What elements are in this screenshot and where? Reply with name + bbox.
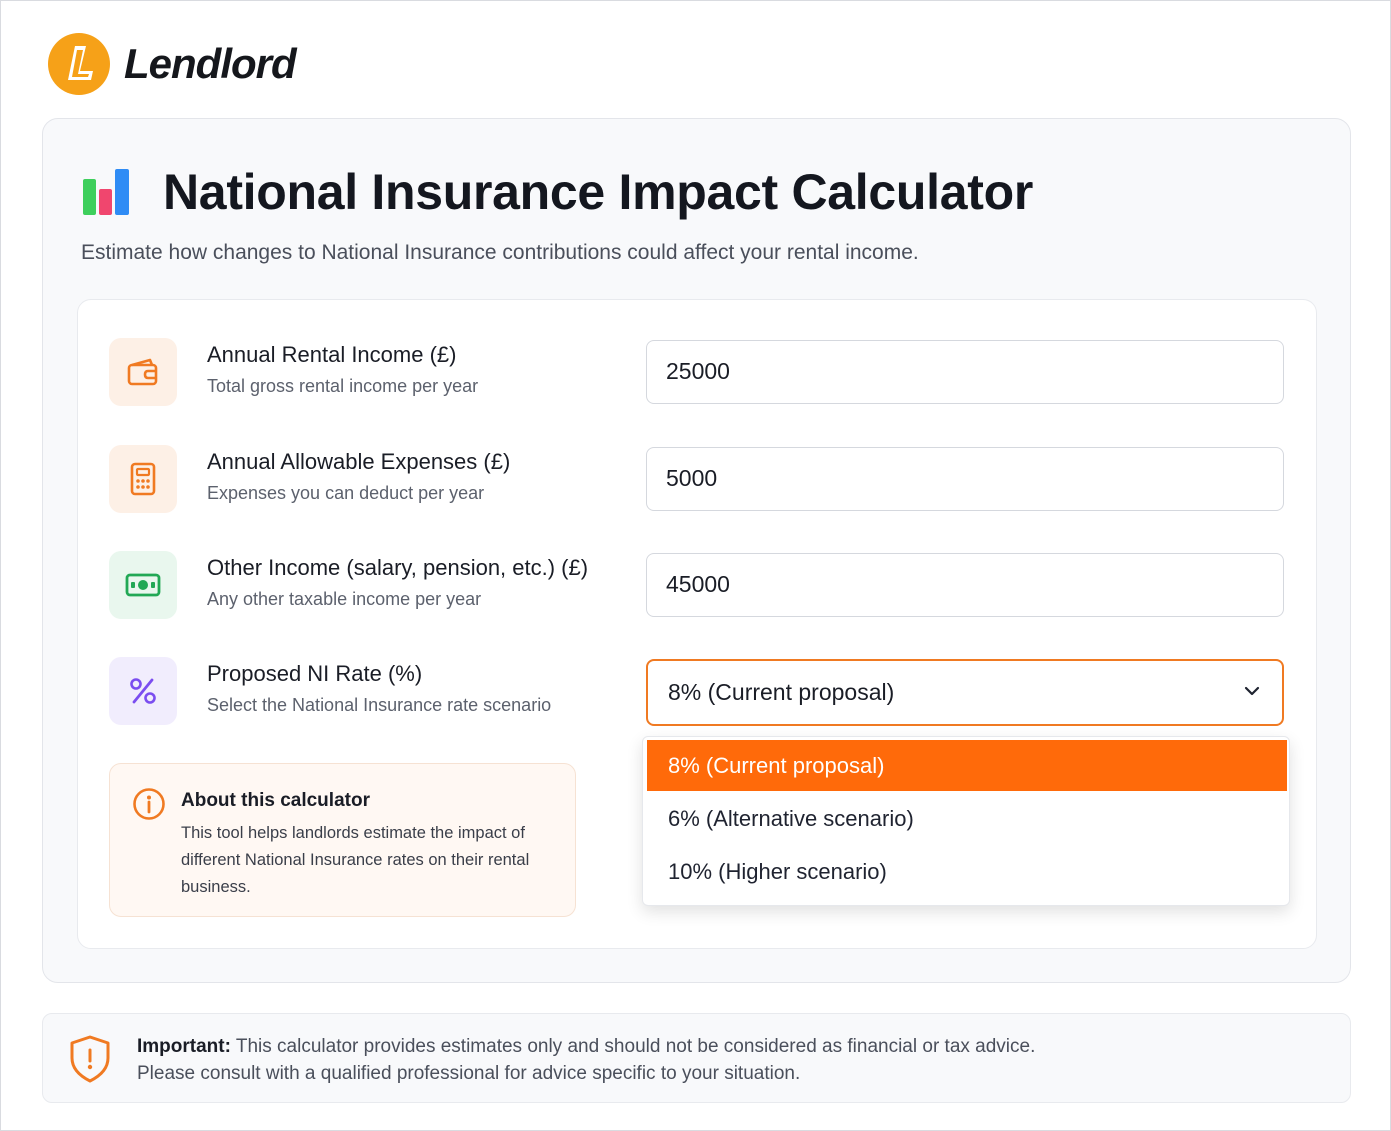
field-rental-income: Annual Rental Income (£) Total gross ren…: [109, 338, 1289, 408]
dropdown-option-6-percent[interactable]: 6% (Alternative scenario): [668, 806, 914, 831]
title-row: National Insurance Impact Calculator: [81, 163, 1033, 221]
field-label: Other Income (salary, pension, etc.) (£): [207, 555, 589, 580]
page-subtitle: Estimate how changes to National Insuran…: [81, 241, 919, 264]
other-income-input[interactable]: 45000: [646, 553, 1284, 617]
info-icon: [133, 788, 165, 820]
ni-rate-selected-value: 8% (Current proposal): [668, 679, 895, 705]
calculator-icon: [109, 445, 177, 513]
note-line-1: This calculator provides estimates only …: [235, 1036, 1036, 1057]
percent-icon: [109, 657, 177, 725]
about-title: About this calculator: [181, 790, 370, 811]
field-label: Annual Allowable Expenses (£): [207, 449, 511, 474]
brand-name: Lendlord: [124, 40, 297, 87]
ni-rate-select[interactable]: 8% (Current proposal): [646, 659, 1284, 726]
field-help: Select the National Insurance rate scena…: [207, 695, 552, 715]
rental-income-input[interactable]: 25000: [646, 340, 1284, 404]
allowable-expenses-input[interactable]: 5000: [646, 447, 1284, 511]
note-label: Important:: [137, 1036, 231, 1057]
banknote-icon: [109, 551, 177, 619]
field-allowable-expenses: Annual Allowable Expenses (£) Expenses y…: [109, 445, 1289, 515]
chevron-down-icon: [1244, 686, 1260, 696]
field-help: Any other taxable income per year: [207, 589, 482, 609]
note-text: Important: This calculator provides esti…: [137, 1033, 1035, 1087]
calculator-card: National Insurance Impact Calculator Est…: [42, 118, 1351, 983]
logo-mark-icon: [48, 33, 110, 95]
field-label: Annual Rental Income (£): [207, 342, 457, 367]
wallet-icon: [109, 338, 177, 406]
field-label: Proposed NI Rate (%): [207, 661, 423, 686]
shield-alert-icon: [70, 1035, 110, 1083]
dropdown-option-8-percent[interactable]: 8% (Current proposal): [647, 740, 1287, 791]
page-title: National Insurance Impact Calculator: [163, 164, 1033, 220]
field-help: Expenses you can deduct per year: [207, 483, 485, 503]
bar-chart-icon: [81, 167, 133, 217]
brand-logo[interactable]: Lendlord: [48, 33, 297, 95]
about-body: This tool helps landlords estimate the i…: [181, 824, 530, 896]
dropdown-option-10-percent[interactable]: 10% (Higher scenario): [668, 859, 887, 884]
ni-rate-dropdown-menu: 8% (Current proposal) 6% (Alternative sc…: [642, 736, 1290, 906]
field-ni-rate: Proposed NI Rate (%) Select the National…: [109, 657, 1289, 727]
field-help: Total gross rental income per year: [207, 376, 479, 396]
field-other-income: Other Income (salary, pension, etc.) (£)…: [109, 551, 1289, 621]
about-calculator-box: About this calculator This tool helps la…: [109, 763, 576, 917]
note-line-2: Please consult with a qualified professi…: [137, 1063, 801, 1084]
important-note: Important: This calculator provides esti…: [42, 1013, 1351, 1103]
